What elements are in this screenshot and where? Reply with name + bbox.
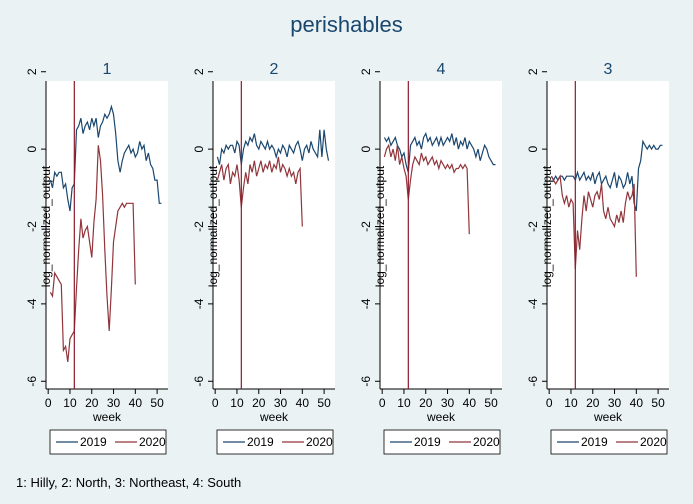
- series-line-2020: [550, 174, 637, 277]
- legend-label: 2019: [247, 435, 274, 449]
- x-tick-label: 0: [45, 396, 52, 410]
- x-tick-label: 0: [546, 396, 553, 410]
- x-tick-label: 30: [107, 396, 121, 410]
- panel-title: 2: [270, 61, 279, 78]
- panel-title: 1: [103, 61, 112, 78]
- y-tick-label: 0: [526, 145, 540, 152]
- x-tick-label: 20: [419, 396, 433, 410]
- y-tick-label: -2: [359, 221, 373, 232]
- legend-label: 2019: [414, 435, 441, 449]
- x-tick-label: 20: [85, 396, 99, 410]
- plot-area: [213, 81, 335, 389]
- x-tick-label: 10: [230, 396, 244, 410]
- region-note: 1: Hilly, 2: North, 3: Northeast, 4: Sou…: [16, 475, 242, 490]
- plot-area: [547, 81, 669, 389]
- y-tick-label: 2: [526, 68, 540, 75]
- legend-label: 2020: [139, 435, 166, 449]
- y-tick-label: 0: [25, 145, 39, 152]
- x-tick-label: 40: [463, 396, 477, 410]
- x-tick-label: 10: [63, 396, 77, 410]
- y-axis-label: log_normalized_output: [373, 165, 387, 287]
- x-tick-label: 30: [274, 396, 288, 410]
- x-tick-label: 40: [630, 396, 644, 410]
- y-axis-label: log_normalized_output: [39, 165, 53, 287]
- x-axis-label: week: [259, 410, 289, 424]
- series-line-2019: [383, 132, 496, 173]
- y-tick-label: 2: [192, 68, 206, 75]
- x-tick-label: 50: [484, 396, 498, 410]
- legend: 2019 2020: [49, 429, 167, 455]
- chart-title: perishables: [290, 12, 403, 37]
- x-axis-label: week: [92, 410, 122, 424]
- legend-label: 2020: [640, 435, 667, 449]
- y-tick-label: 2: [25, 68, 39, 75]
- y-tick-label: -4: [25, 298, 39, 309]
- panel-1: 1-6-4-2020 10 20 30 40 50weeklog_normalized_o…: [25, 61, 168, 455]
- y-tick-label: -6: [25, 376, 39, 387]
- legend: 2019 2020: [216, 429, 334, 455]
- y-tick-label: -4: [526, 298, 540, 309]
- series-line-2019: [49, 104, 162, 212]
- y-tick-label: -6: [192, 376, 206, 387]
- x-tick-label: 30: [608, 396, 622, 410]
- legend-label: 2019: [581, 435, 608, 449]
- x-tick-label: 0: [379, 396, 386, 410]
- panel-4: 4-6-4-2020 10 20 30 40 50weeklog_normalized_o…: [359, 61, 502, 455]
- plot-area: [46, 81, 168, 389]
- y-axis-label: log_normalized_output: [206, 165, 220, 287]
- y-tick-label: -6: [359, 376, 373, 387]
- y-tick-label: -2: [526, 221, 540, 232]
- plot-area: [380, 81, 502, 389]
- y-tick-label: -4: [359, 298, 373, 309]
- panel-2: 2-6-4-2020 10 20 30 40 50weeklog_normalized_o…: [192, 61, 335, 455]
- y-tick-label: 0: [192, 145, 206, 152]
- x-tick-label: 20: [252, 396, 266, 410]
- series-line-2019: [216, 129, 330, 165]
- y-tick-label: -2: [25, 221, 39, 232]
- y-axis-label: log_normalized_output: [540, 165, 554, 287]
- x-tick-label: 40: [296, 396, 310, 410]
- panel-3: 3-6-4-2020 10 20 30 40 50weeklog_normalized_o…: [526, 61, 669, 455]
- x-tick-label: 50: [317, 396, 331, 410]
- x-tick-label: 20: [586, 396, 600, 410]
- x-tick-label: 10: [564, 396, 578, 410]
- legend-label: 2020: [473, 435, 500, 449]
- y-tick-label: -4: [192, 298, 206, 309]
- x-tick-label: 50: [150, 396, 164, 410]
- x-tick-label: 40: [129, 396, 143, 410]
- y-tick-label: 2: [359, 68, 373, 75]
- panel-title: 3: [604, 61, 613, 78]
- legend-label: 2020: [306, 435, 333, 449]
- series-line-2020: [383, 143, 470, 235]
- x-tick-label: 10: [397, 396, 411, 410]
- legend-label: 2019: [80, 435, 107, 449]
- y-tick-label: -6: [526, 376, 540, 387]
- legend: 2019 2020: [383, 429, 501, 455]
- x-tick-label: 30: [441, 396, 455, 410]
- x-tick-label: 0: [212, 396, 219, 410]
- x-tick-label: 50: [651, 396, 665, 410]
- series-line-2020: [216, 156, 303, 227]
- y-tick-label: 0: [359, 145, 373, 152]
- series-line-2020: [49, 145, 136, 362]
- y-tick-label: -2: [192, 221, 206, 232]
- series-line-2019: [550, 139, 663, 212]
- x-axis-label: week: [426, 410, 456, 424]
- legend: 2019 2020: [550, 429, 668, 455]
- x-axis-label: week: [593, 410, 623, 424]
- panel-title: 4: [437, 61, 446, 78]
